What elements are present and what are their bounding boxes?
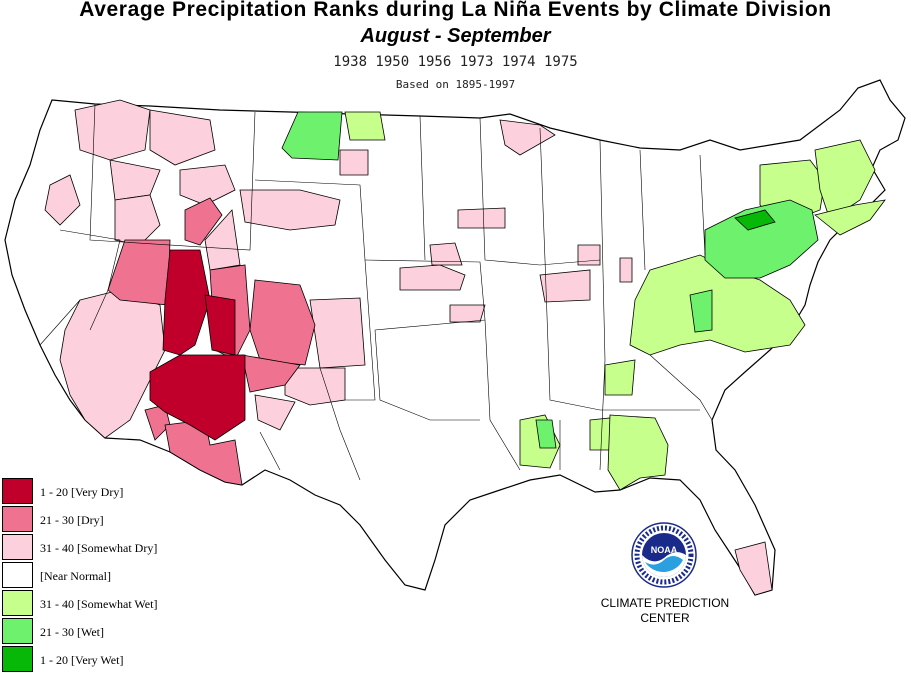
region-somewhat-dry-west xyxy=(44,99,773,596)
legend-label: 1 - 20 [Very Wet] xyxy=(40,653,124,667)
legend-swatch xyxy=(2,478,33,504)
legend-label: 21 - 30 [Dry] xyxy=(40,513,104,527)
legend-item-somewhat-wet: 31 - 40 [Somewhat Wet] xyxy=(0,590,240,618)
legend-swatch xyxy=(2,534,33,560)
legend-label: 31 - 40 [Somewhat Wet] xyxy=(40,597,158,611)
legend-swatch xyxy=(2,562,33,588)
svg-text:NOAA: NOAA xyxy=(651,545,678,555)
years-list: 1938 1950 1956 1973 1974 1975 xyxy=(333,54,578,70)
region-wet-east xyxy=(281,111,819,449)
noaa-logo-icon: NOAA xyxy=(631,522,697,588)
legend-swatch xyxy=(2,618,33,644)
legend-swatch xyxy=(2,506,33,532)
cpc-name: CLIMATE PREDICTION CENTER xyxy=(590,596,740,626)
legend-item-wet: 21 - 30 [Wet] xyxy=(0,618,240,646)
legend-item-dry: 21 - 30 [Dry] xyxy=(0,506,240,534)
cpc-name-line1: CLIMATE PREDICTION xyxy=(600,596,730,610)
legend-item-near-normal: [Near Normal] xyxy=(0,562,240,590)
legend-label: 21 - 30 [Wet] xyxy=(40,625,105,639)
legend-label: 31 - 40 [Somewhat Dry] xyxy=(40,541,158,555)
legend-swatch xyxy=(2,646,33,672)
legend-item-very-dry: 1 - 20 [Very Dry] xyxy=(0,478,240,506)
region-very-dry-southwest xyxy=(149,249,246,441)
legend-item-very-wet: 1 - 20 [Very Wet] xyxy=(0,646,240,674)
legend-swatch xyxy=(2,590,33,616)
region-very-wet-pennsylvania xyxy=(734,209,776,231)
map-subtitle: August - September xyxy=(360,25,551,47)
division-boundaries xyxy=(39,103,713,481)
map-title: Average Precipitation Ranks during La Ni… xyxy=(79,0,832,21)
legend-label: 1 - 20 [Very Dry] xyxy=(40,485,124,499)
cpc-name-line2: CENTER xyxy=(640,611,690,625)
legend-item-somewhat-dry: 31 - 40 [Somewhat Dry] xyxy=(0,534,240,562)
legend-label: [Near Normal] xyxy=(40,569,111,583)
baseline-period: Based on 1895-1997 xyxy=(395,78,516,91)
